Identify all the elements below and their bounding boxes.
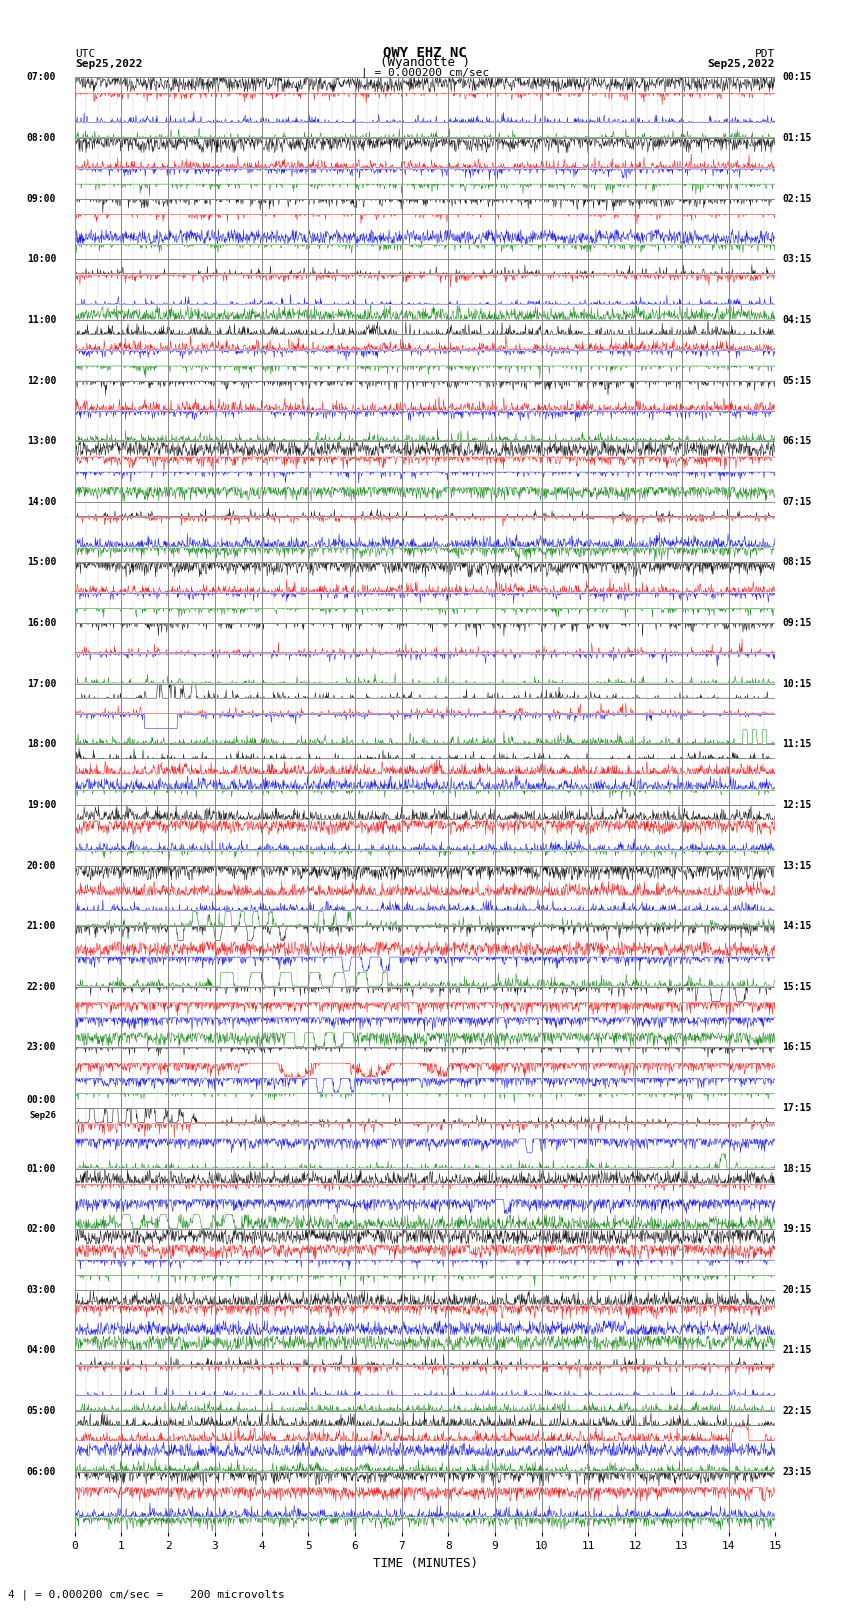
Text: 05:15: 05:15	[782, 376, 812, 386]
Text: 22:15: 22:15	[782, 1407, 812, 1416]
Text: 04:15: 04:15	[782, 315, 812, 324]
Text: 09:15: 09:15	[782, 618, 812, 627]
Text: Sep25,2022: Sep25,2022	[708, 60, 775, 69]
Text: 16:15: 16:15	[782, 1042, 812, 1052]
Text: 15:15: 15:15	[782, 982, 812, 992]
Text: 12:00: 12:00	[26, 376, 56, 386]
Text: 01:15: 01:15	[782, 132, 812, 144]
Text: 18:15: 18:15	[782, 1163, 812, 1174]
Text: 11:00: 11:00	[26, 315, 56, 324]
Text: (Wyandotte ): (Wyandotte )	[380, 56, 470, 69]
Text: Sep25,2022: Sep25,2022	[75, 60, 142, 69]
Text: 09:00: 09:00	[26, 194, 56, 203]
Text: 20:15: 20:15	[782, 1286, 812, 1295]
Text: 23:00: 23:00	[26, 1042, 56, 1052]
X-axis label: TIME (MINUTES): TIME (MINUTES)	[372, 1557, 478, 1569]
Text: PDT: PDT	[755, 48, 775, 58]
Text: | = 0.000200 cm/sec: | = 0.000200 cm/sec	[361, 68, 489, 77]
Text: 03:00: 03:00	[26, 1286, 56, 1295]
Text: 19:00: 19:00	[26, 800, 56, 810]
Text: 21:15: 21:15	[782, 1345, 812, 1355]
Text: 11:15: 11:15	[782, 739, 812, 750]
Text: 13:15: 13:15	[782, 860, 812, 871]
Text: 17:00: 17:00	[26, 679, 56, 689]
Text: 10:15: 10:15	[782, 679, 812, 689]
Text: 17:15: 17:15	[782, 1103, 812, 1113]
Text: 06:00: 06:00	[26, 1466, 56, 1478]
Text: 21:00: 21:00	[26, 921, 56, 931]
Text: 06:15: 06:15	[782, 436, 812, 447]
Text: 16:00: 16:00	[26, 618, 56, 627]
Text: 00:15: 00:15	[782, 73, 812, 82]
Text: 4 | = 0.000200 cm/sec =    200 microvolts: 4 | = 0.000200 cm/sec = 200 microvolts	[8, 1589, 286, 1600]
Text: 08:15: 08:15	[782, 558, 812, 568]
Text: 19:15: 19:15	[782, 1224, 812, 1234]
Text: 22:00: 22:00	[26, 982, 56, 992]
Text: 07:15: 07:15	[782, 497, 812, 506]
Text: 08:00: 08:00	[26, 132, 56, 144]
Text: 00:00: 00:00	[26, 1095, 56, 1105]
Text: 03:15: 03:15	[782, 255, 812, 265]
Text: 10:00: 10:00	[26, 255, 56, 265]
Text: 14:00: 14:00	[26, 497, 56, 506]
Text: 02:00: 02:00	[26, 1224, 56, 1234]
Text: Sep26: Sep26	[29, 1111, 56, 1119]
Text: 23:15: 23:15	[782, 1466, 812, 1478]
Text: QWY EHZ NC: QWY EHZ NC	[383, 45, 467, 58]
Text: 02:15: 02:15	[782, 194, 812, 203]
Text: 15:00: 15:00	[26, 558, 56, 568]
Text: 07:00: 07:00	[26, 73, 56, 82]
Text: 20:00: 20:00	[26, 860, 56, 871]
Text: 05:00: 05:00	[26, 1407, 56, 1416]
Text: 04:00: 04:00	[26, 1345, 56, 1355]
Text: 13:00: 13:00	[26, 436, 56, 447]
Text: 01:00: 01:00	[26, 1163, 56, 1174]
Text: 12:15: 12:15	[782, 800, 812, 810]
Text: 18:00: 18:00	[26, 739, 56, 750]
Text: 14:15: 14:15	[782, 921, 812, 931]
Text: UTC: UTC	[75, 48, 95, 58]
